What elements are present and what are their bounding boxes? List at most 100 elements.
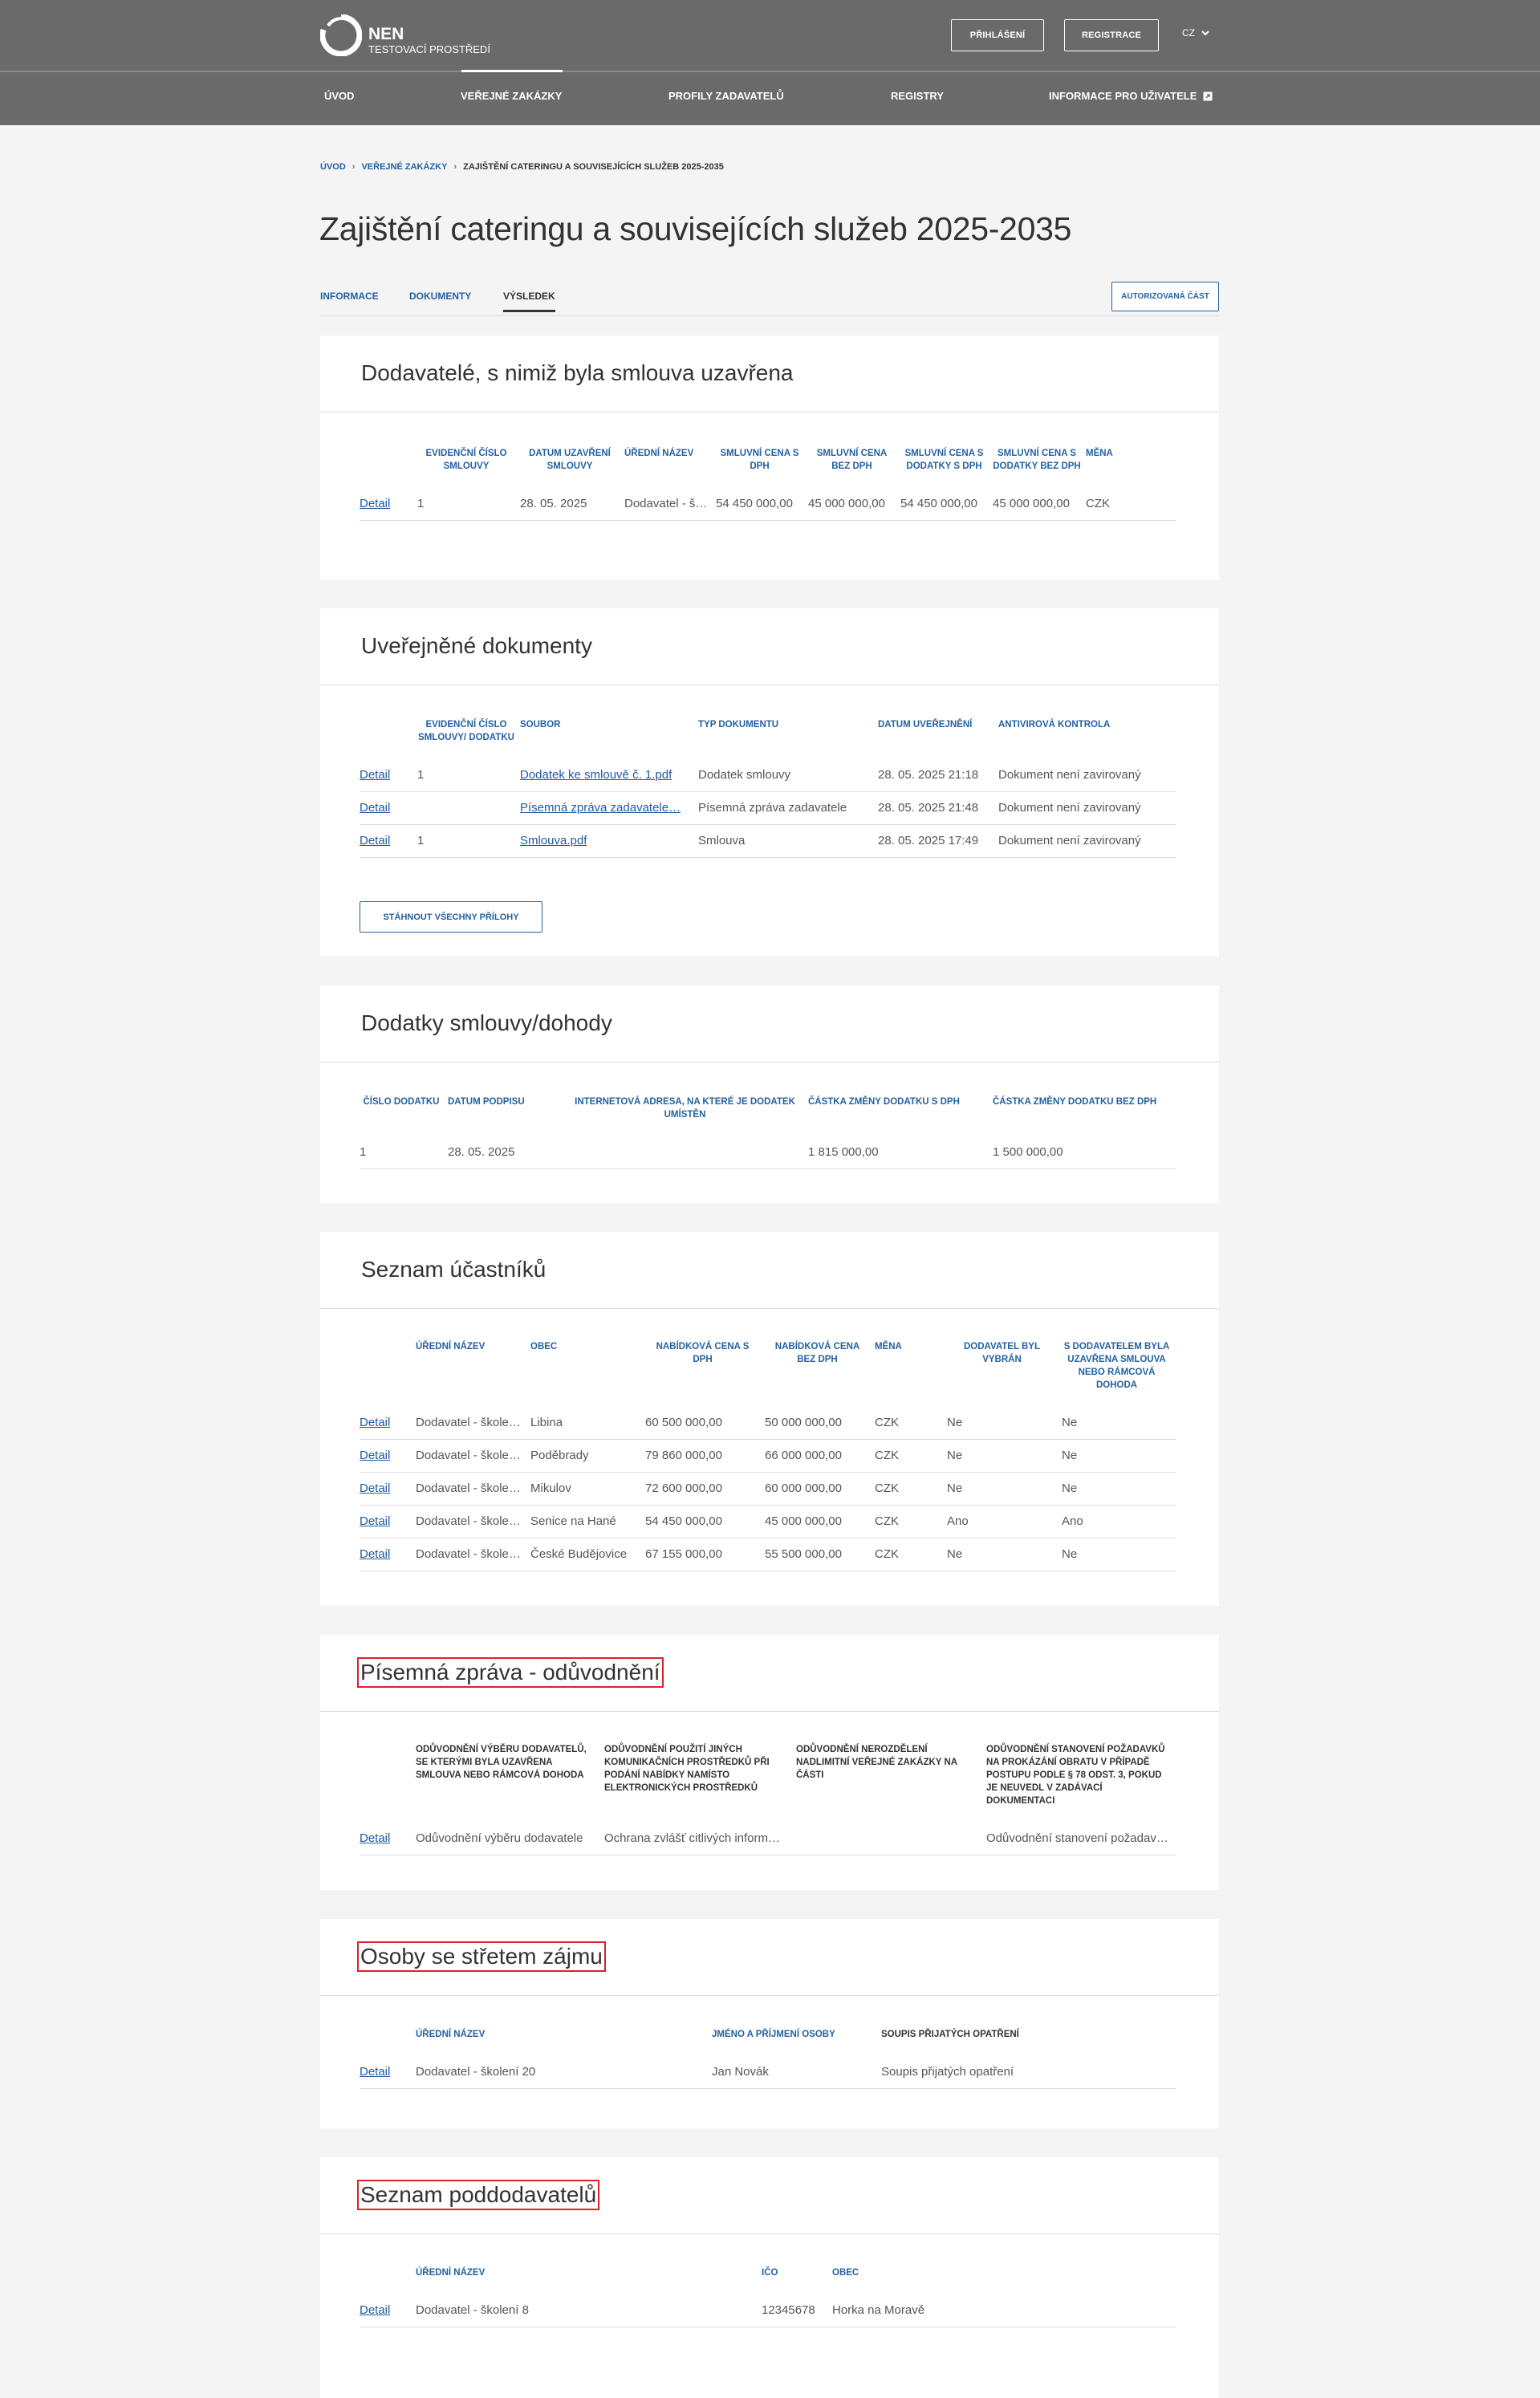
active-nav-indicator xyxy=(461,70,563,72)
table-cell: 28. 05. 2025 17:49 xyxy=(878,824,998,858)
table-cell: Písemná zpráva zadavatele… xyxy=(520,791,698,825)
table-header-row: Úřední název IČO Obec xyxy=(360,2266,1176,2294)
detail-link[interactable]: Detail xyxy=(360,834,391,847)
authorized-part-button[interactable]: AUTORIZOVANÁ ČÁST xyxy=(1111,282,1219,311)
table-cell: 1 xyxy=(417,758,520,792)
detail-link[interactable]: Detail xyxy=(360,496,391,510)
table-cell xyxy=(417,791,520,825)
table-cell: Ne xyxy=(1062,1472,1176,1506)
table-header-row: Odůvodnění výběru dodavatelů, se kterými… xyxy=(360,1743,1176,1822)
table-cell: Detail xyxy=(360,1472,416,1506)
chevron-right-icon: › xyxy=(351,162,356,172)
table-cell: Senice na Hané xyxy=(530,1505,645,1538)
table-row: Detail Dodavatel - školení 20 Jan Novák Sou… xyxy=(360,2055,1176,2089)
table-cell xyxy=(567,1136,808,1169)
breadcrumb-verejne-zakazky[interactable]: VEŘEJNÉ ZAKÁZKY xyxy=(361,162,448,172)
detail-link[interactable]: Detail xyxy=(360,1449,391,1462)
nav-profily-zadavatelu[interactable]: PROFILY ZADAVATELŮ xyxy=(668,90,784,102)
table-cell: Dokument není zavirovaný xyxy=(998,758,1176,792)
table-cell: 50 000 000,00 xyxy=(765,1406,875,1440)
detail-link[interactable]: Detail xyxy=(360,1415,391,1429)
documents-table: Evidenční číslo smlouvy/ dodatku Soubor Ty… xyxy=(360,718,1176,858)
section-title: Osoby se střetem zájmu xyxy=(357,1941,606,1972)
column-header: Částka změny dodatku bez DPH xyxy=(993,1097,1157,1107)
language-select[interactable]: CZ xyxy=(1182,27,1209,39)
detail-link[interactable]: Detail xyxy=(360,1547,391,1561)
table-cell xyxy=(796,1822,986,1855)
column-header xyxy=(360,718,417,758)
table-header-row: Číslo dodatku Datum podpisu Internetová ad… xyxy=(360,1095,1176,1136)
column-header xyxy=(360,1743,416,1822)
nen-logo-icon[interactable] xyxy=(320,14,362,56)
section-suppliers-contract: Dodavatelé, s nimiž byla smlouva uzavřen… xyxy=(320,335,1219,579)
nav-registry[interactable]: REGISTRY xyxy=(891,90,944,102)
brand[interactable]: NEN TESTOVACÍ PROSTŘEDÍ xyxy=(368,26,490,56)
login-button[interactable]: PŘIHLÁŠENÍ xyxy=(951,19,1044,51)
register-button[interactable]: REGISTRACE xyxy=(1064,19,1159,51)
table-cell: Smlouva.pdf xyxy=(520,824,698,858)
table-cell: Dodatek ke smlouvě č. 1.pdf xyxy=(520,758,698,792)
nav-verejne-zakazky[interactable]: VEŘEJNÉ ZAKÁZKY xyxy=(461,90,563,102)
column-header: Datum podpisu xyxy=(448,1097,525,1107)
table-cell: Detail xyxy=(360,1406,416,1440)
column-header: Evidenční číslo smlouvy/ dodatku xyxy=(418,720,514,742)
table-row: 1 28. 05. 2025 1 815 000,00 1 500 000,00 xyxy=(360,1136,1176,1169)
table-row: Detail Odůvodnění výběru dodavatele Ochran… xyxy=(360,1822,1176,1855)
tab-informace[interactable]: INFORMACE xyxy=(320,291,379,302)
table-cell: CZK xyxy=(875,1472,947,1506)
table-cell: 12345678 xyxy=(762,2294,832,2327)
tab-dokumenty[interactable]: DOKUMENTY xyxy=(409,291,472,302)
table-row: Detail 1 Smlouva.pdf Smlouva 28. 05. 2025 17… xyxy=(360,824,1176,858)
table-cell: Detail xyxy=(360,824,417,858)
table-cell: 54 450 000,00 xyxy=(645,1505,765,1538)
column-header: Odůvodnění použití jiných komunikačních … xyxy=(604,1745,770,1793)
detail-link[interactable]: Detail xyxy=(360,2302,391,2317)
table-cell: 28. 05. 2025 21:48 xyxy=(878,791,998,825)
column-header: Datum uzavření smlouvy xyxy=(529,449,611,471)
table-cell: Poděbrady xyxy=(530,1439,645,1473)
table-cell: Dodavatel - škole… xyxy=(416,1439,530,1473)
table-cell: 72 600 000,00 xyxy=(645,1472,765,1506)
column-header: Datum uveřejnění xyxy=(878,720,973,730)
header-divider xyxy=(0,71,1540,72)
nav-informace[interactable]: INFORMACE PRO UŽIVATELE xyxy=(1049,90,1213,102)
external-link-icon xyxy=(1203,91,1213,100)
detail-link[interactable]: Detail xyxy=(360,767,391,782)
breadcrumb-uvod[interactable]: ÚVOD xyxy=(320,162,346,172)
table-cell: CZK xyxy=(875,1538,947,1571)
section-conflict-of-interest: Osoby se střetem zájmu Úřední název Jméno… xyxy=(320,1919,1219,2128)
column-header: Internetová adresa, na které je dodatek … xyxy=(575,1097,795,1120)
detail-link[interactable]: Detail xyxy=(360,1481,391,1495)
table-cell: Ne xyxy=(1062,1406,1176,1440)
table-cell: 1 815 000,00 xyxy=(808,1136,993,1169)
table-cell: Dodavatel - škole… xyxy=(416,1505,530,1538)
download-all-button[interactable]: STÁHNOUT VŠECHNY PŘÍLOHY xyxy=(360,901,542,933)
nav-uvod[interactable]: ÚVOD xyxy=(324,90,355,102)
table-cell: CZK xyxy=(875,1406,947,1440)
file-link[interactable]: Dodatek ke smlouvě č. 1.pdf xyxy=(520,767,672,782)
detail-link[interactable]: Detail xyxy=(360,801,391,815)
detail-link[interactable]: Detail xyxy=(360,1831,391,1845)
file-link[interactable]: Písemná zpráva zadavatele… xyxy=(520,801,681,815)
chevron-right-icon: › xyxy=(453,162,457,172)
table-cell: Smlouva xyxy=(698,824,878,858)
table-row: Detail 1 28. 05. 2025 Dodavatel - š… 54 450 … xyxy=(360,487,1176,521)
tab-vysledek[interactable]: VÝSLEDEK xyxy=(503,291,555,312)
column-header: Antivirová kontrola xyxy=(998,720,1111,730)
file-link[interactable]: Smlouva.pdf xyxy=(520,834,587,847)
table-cell: 45 000 000,00 xyxy=(765,1505,875,1538)
table-cell: Dodavatel - š… xyxy=(624,487,716,521)
detail-link[interactable]: Detail xyxy=(360,2064,391,2079)
breadcrumb: ÚVOD › VEŘEJNÉ ZAKÁZKY › ZAJIŠTĚNÍ CATER… xyxy=(320,162,724,172)
table-cell: 54 450 000,00 xyxy=(716,487,808,521)
table-header-row: Evidenční číslo smlouvy/ dodatku Soubor Ty… xyxy=(360,718,1176,758)
table-cell: 79 860 000,00 xyxy=(645,1439,765,1473)
table-cell: Dodavatel - škole… xyxy=(416,1538,530,1571)
table-cell: Detail xyxy=(360,1538,416,1571)
table-cell: Jan Novák xyxy=(712,2055,881,2089)
detail-link[interactable]: Detail xyxy=(360,1514,391,1528)
